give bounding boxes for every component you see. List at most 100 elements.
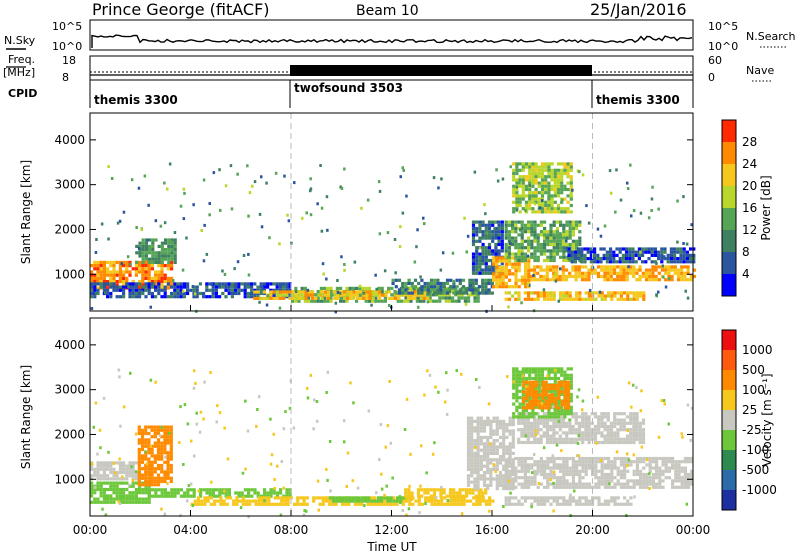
heatmap-cell-2 xyxy=(205,295,209,299)
heatmap-cell-10 xyxy=(511,252,515,256)
heatmap-cell-1 xyxy=(112,500,116,504)
heatmap-scatter-cell xyxy=(202,178,206,182)
heatmap-cell-10 xyxy=(507,233,511,237)
heatmap-scatter-cell xyxy=(278,242,281,246)
heatmap-cell-8 xyxy=(555,456,559,461)
heatmap-scatter-cell xyxy=(603,224,607,228)
heatmap-cell-7 xyxy=(479,458,483,462)
heatmap-cell-3 xyxy=(247,494,251,498)
heatmap-cell-4 xyxy=(283,496,287,500)
heatmap-cell-12 xyxy=(599,257,603,261)
heatmap-scatter-cell xyxy=(587,221,591,225)
heatmap-scatter-cell xyxy=(689,438,692,442)
heatmap-cell-0 xyxy=(96,264,100,268)
heatmap-scatter-cell xyxy=(326,370,330,374)
heatmap-scatter-cell xyxy=(179,204,183,208)
heatmap-cell-5 xyxy=(410,281,414,286)
heatmap-cell-11 xyxy=(569,184,573,188)
heatmap-cell-7 xyxy=(502,451,506,455)
heatmap-cell-11 xyxy=(567,403,571,407)
heatmap-cell-11 xyxy=(528,380,532,384)
heatmap-cell-4 xyxy=(397,296,401,300)
heatmap-cell-0 xyxy=(122,477,126,481)
heatmap-cell-7 xyxy=(514,285,518,289)
heatmap-cell-12 xyxy=(676,260,680,264)
heatmap-cell-8 xyxy=(638,278,642,282)
heatmap-cell-7 xyxy=(508,419,512,423)
heatmap-cell-8 xyxy=(603,271,607,275)
heatmap-cell-2 xyxy=(246,291,250,296)
heatmap-scatter-cell xyxy=(399,501,402,505)
heatmap-cell-4 xyxy=(262,296,267,300)
heatmap-cell-11 xyxy=(544,184,548,188)
heatmap-scatter-cell xyxy=(508,242,512,246)
heatmap-cell-2 xyxy=(208,282,212,286)
heatmap-cell-4 xyxy=(384,290,388,294)
heatmap-scatter-cell xyxy=(630,214,633,218)
heatmap-scatter-cell xyxy=(378,189,382,193)
heatmap-cell-8 xyxy=(680,274,684,279)
heatmap-cell-9 xyxy=(536,291,540,295)
heatmap-cell-12 xyxy=(637,247,641,251)
heatmap-cell-1 xyxy=(154,251,158,255)
heatmap-cell-2 xyxy=(160,435,164,439)
heatmap-cell-6 xyxy=(471,242,476,247)
heatmap-cell-8 xyxy=(548,278,553,282)
heatmap-scatter-cell xyxy=(303,509,306,513)
heatmap-scatter-cell xyxy=(283,174,286,178)
heatmap-cell-9 xyxy=(555,431,559,435)
heatmap-cell-10 xyxy=(531,415,535,419)
heatmap-cell-6 xyxy=(455,494,459,498)
heatmap-cell-8 xyxy=(655,456,659,461)
heatmap-cell-2 xyxy=(275,288,279,292)
heatmap-cell-6 xyxy=(491,249,495,253)
heatmap-cell-12 xyxy=(583,257,587,261)
heatmap-cell-7 xyxy=(473,442,477,446)
heatmap-cell-9 xyxy=(523,291,527,295)
heatmap-scatter-cell xyxy=(169,239,172,243)
heatmap-cell-11 xyxy=(524,200,529,204)
heatmap-cell-9 xyxy=(542,424,546,429)
heatmap-cell-9 xyxy=(603,412,607,416)
heatmap-cell-5 xyxy=(468,278,472,282)
heatmap-cell-9 xyxy=(562,297,566,301)
heatmap-cell-1 xyxy=(144,500,148,504)
heatmap-cell-10 xyxy=(553,370,557,374)
heatmap-cell-4 xyxy=(219,499,223,503)
heatmap-cell-11 xyxy=(540,175,545,179)
heatmap-cell-10 xyxy=(504,236,508,240)
heatmap-scatter-cell xyxy=(423,393,426,397)
heatmap-cell-4 xyxy=(440,496,444,500)
heatmap-cell-12 xyxy=(669,247,673,251)
heatmap-scatter-cell xyxy=(542,446,546,450)
heatmap-cell-4 xyxy=(321,496,325,500)
heatmap-cell-3 xyxy=(160,488,164,492)
heatmap-cell-5 xyxy=(426,291,430,295)
heatmap-cell-0 xyxy=(160,264,164,268)
heatmap-cell-9 xyxy=(616,412,620,416)
heatmap-cell-8 xyxy=(577,268,581,272)
heatmap-cell-0 xyxy=(144,276,148,280)
heatmap-cell-8 xyxy=(571,472,575,477)
heatmap-cell-3 xyxy=(473,296,477,300)
heatmap-cell-8 xyxy=(628,265,633,269)
heatmap-scatter-cell xyxy=(475,378,478,381)
heatmap-cell-10 xyxy=(536,258,540,263)
heatmap-scatter-cell xyxy=(326,478,329,482)
heatmap-cell-11 xyxy=(535,403,539,407)
heatmap-cell-8 xyxy=(552,274,556,279)
heatmap-cell-7 xyxy=(511,432,515,436)
heatmap-cell-8 xyxy=(597,479,601,483)
heatmap-cell-9 xyxy=(642,291,646,295)
heatmap-cell-5 xyxy=(404,285,408,289)
heatmap-cell-7 xyxy=(486,483,490,487)
heatmap-cell-6 xyxy=(484,246,488,250)
heatmap-cell-6 xyxy=(491,265,495,269)
heatmap-scatter-cell xyxy=(443,400,447,404)
heatmap-cell-10 xyxy=(512,370,516,374)
heatmap-cell-4 xyxy=(395,502,399,506)
heatmap-cell-8 xyxy=(577,265,581,269)
heatmap-cell-8 xyxy=(619,460,623,464)
heatmap-cell-1 xyxy=(138,251,142,255)
heatmap-cell-10 xyxy=(555,239,559,243)
